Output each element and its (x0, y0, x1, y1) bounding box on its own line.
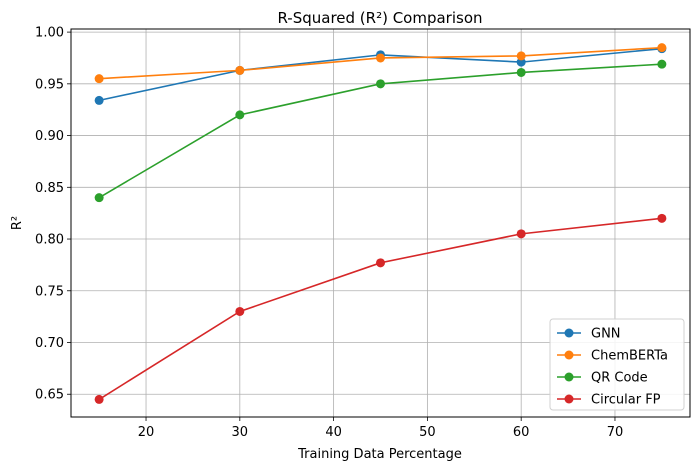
legend-box (549, 318, 685, 411)
x-tick-label: 70 (607, 425, 624, 440)
y-tick-label: 0.80 (35, 233, 64, 248)
y-tick-label: 0.75 (35, 284, 64, 299)
data-point-circular-fp (657, 213, 667, 223)
legend: GNN ChemBERTa QR Code Circular FP (549, 318, 685, 411)
x-tick-label: 20 (138, 425, 155, 440)
legend-item-qr-code: QR Code (557, 371, 648, 386)
series-chemberta (94, 43, 667, 84)
plot-frame (70, 28, 691, 418)
data-point-qr-code (376, 79, 385, 89)
legend-marker-circular-fp (564, 394, 574, 404)
data-point-gnn (516, 57, 526, 67)
series-qr-code (94, 59, 667, 203)
legend-item-chemberta: ChemBERTa (557, 349, 668, 364)
series-layer (94, 43, 667, 404)
data-point-qr-code (516, 67, 526, 77)
y-tick-label: 0.70 (35, 336, 64, 351)
legend-label-chemberta: ChemBERTa (591, 349, 668, 364)
legend-label-qr-code: QR Code (591, 371, 648, 386)
tick-layer: 20 30 40 50 60 70 0.65 0.70 0.75 0.80 0.85 0.90 0.95… (35, 26, 623, 440)
data-point-qr-code (235, 110, 245, 120)
data-point-chemberta (516, 51, 526, 61)
data-point-qr-code (657, 59, 667, 69)
data-point-qr-code (94, 193, 104, 203)
legend-marker-chemberta (564, 350, 574, 360)
legend-label-gnn: GNN (591, 327, 621, 342)
legend-marker-qr-code (564, 372, 574, 382)
data-point-circular-fp (94, 394, 104, 404)
data-point-chemberta (376, 53, 385, 63)
data-point-circular-fp (376, 258, 385, 268)
x-axis-label: Training Data Percentage (297, 447, 462, 462)
data-point-circular-fp (235, 306, 245, 316)
series-circular-fp (94, 213, 667, 404)
y-axis-label: R² (10, 216, 25, 230)
y-tick-label: 0.95 (35, 77, 64, 92)
data-point-chemberta (657, 43, 667, 53)
y-tick-label: 0.65 (35, 388, 64, 403)
legend-item-circular-fp: Circular FP (557, 393, 661, 408)
data-point-chemberta (94, 74, 104, 84)
y-tick-label: 1.00 (35, 26, 64, 41)
x-tick-label: 60 (513, 425, 530, 440)
chart-title: R-Squared (R²) Comparison (277, 9, 482, 27)
y-tick-label: 0.90 (35, 129, 64, 144)
data-point-gnn (94, 95, 104, 105)
x-tick-label: 50 (419, 425, 436, 440)
x-tick-label: 30 (232, 425, 249, 440)
data-point-chemberta (235, 65, 245, 75)
x-tick-label: 40 (325, 425, 342, 440)
legend-marker-gnn (564, 328, 574, 338)
legend-item-gnn: GNN (557, 327, 621, 342)
legend-label-circular-fp: Circular FP (591, 393, 661, 408)
y-tick-label: 0.85 (35, 181, 64, 196)
data-point-circular-fp (516, 229, 526, 239)
